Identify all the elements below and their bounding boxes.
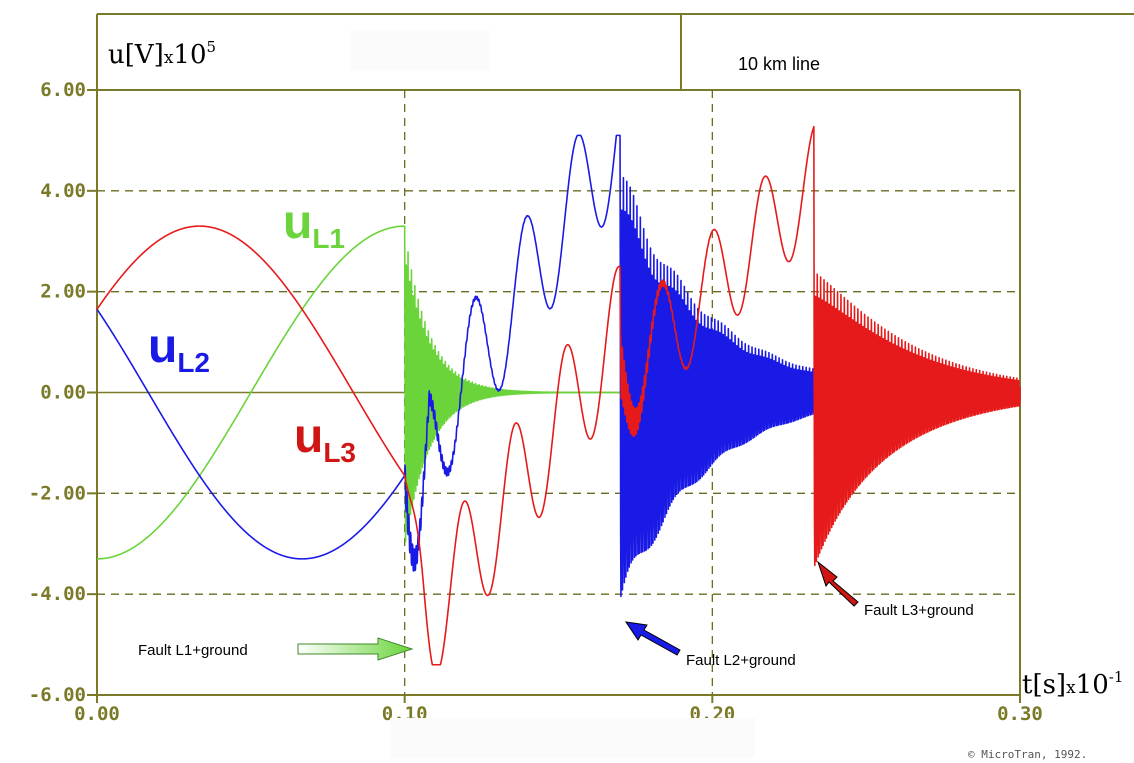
series-labels: uL1 uL2 uL3 [148,196,356,468]
series-group [96,125,1021,666]
arrow-fault-l3-icon [816,560,859,607]
series-label-ul1: uL1 [283,196,345,254]
annotation-fault-l1: Fault L1+ground [138,642,248,659]
series-label-ul3: uL3 [294,410,356,468]
arrow-fault-l2-icon [624,621,681,656]
y-tick-label: 4.00 [40,180,86,202]
credit-text: © MicroTran, 1992. [968,748,1087,761]
y-axis-label: u[V]x105 [108,38,216,70]
x-tick-label: 0.30 [997,703,1043,725]
annotation-fault-l3: Fault L3+ground [864,602,974,619]
series-line-ul3 [96,125,1021,666]
y-tick-label: -2.00 [29,482,86,504]
series-label-ul2: uL2 [148,320,210,378]
y-tick-label: -4.00 [29,583,86,605]
grid-lines [97,90,1020,695]
fault-annotations: Fault L1+ground Fault L2+ground Fault L3… [138,560,974,669]
y-tick-label: 0.00 [40,382,86,404]
tick-labels: 6.004.002.000.00-2.00-4.00-6.000.00 0.10 0… [29,79,1043,725]
chart-title: 10 km line [738,54,820,74]
arrow-fault-l1-icon [297,637,414,661]
annotation-fault-l2: Fault L2+ground [686,652,796,669]
y-tick-label: -6.00 [29,684,86,706]
y-tick-label: 2.00 [40,281,86,303]
x-axis-label: t[s]x10-1 [1022,668,1123,700]
x-tick-label: 0.00 [74,703,120,725]
header: u[V]x105 10 km line [96,13,1134,90]
y-tick-label: 6.00 [40,79,86,101]
